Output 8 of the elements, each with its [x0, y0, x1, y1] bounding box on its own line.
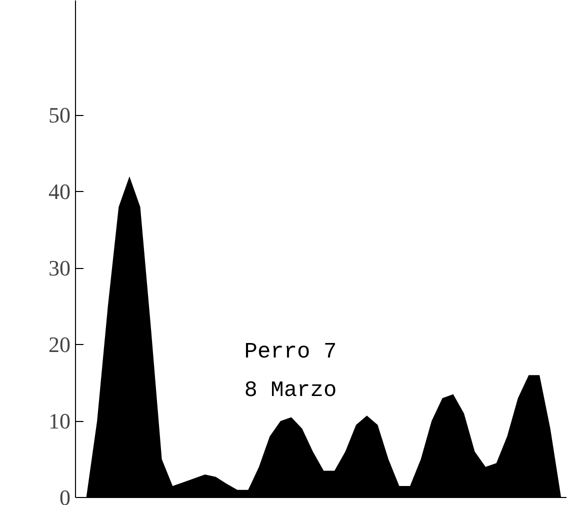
y-tick-label: 30 [48, 256, 70, 281]
annotation: Perro 7 [244, 340, 337, 365]
y-tick-label: 50 [48, 102, 70, 128]
y-tick-label: 10 [48, 408, 70, 434]
y-tick-label: 20 [48, 332, 70, 358]
y-tick-label: 40 [48, 179, 70, 204]
y-tick-label: 0 [60, 485, 70, 505]
annotation: 8 Marzo [244, 378, 337, 403]
